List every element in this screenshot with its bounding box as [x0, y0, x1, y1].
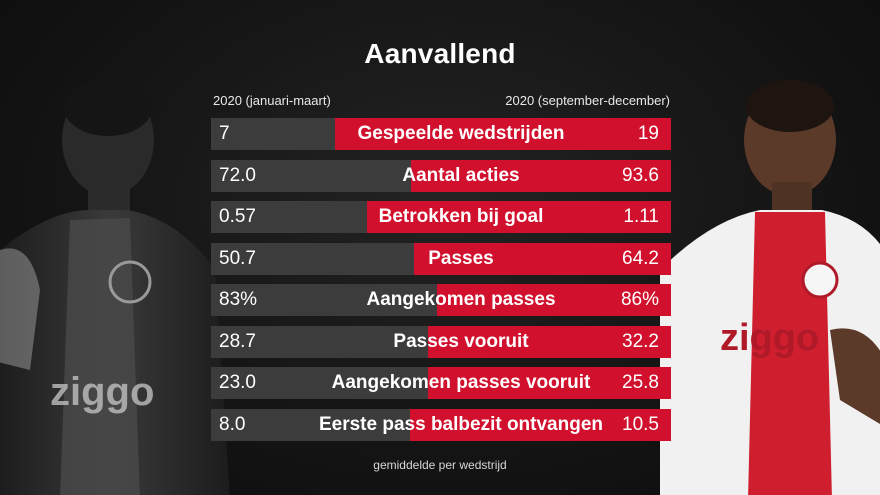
comparison-row: 50.7 Passes 64.2 — [211, 242, 671, 275]
footnote: gemiddelde per wedstrijd — [373, 458, 507, 472]
category-label: Eerste pass balbezit ontvangen — [318, 413, 604, 435]
bar-right-period — [428, 367, 671, 399]
chart-title: Aanvallend — [364, 38, 516, 69]
bar-right-period — [428, 325, 671, 358]
value-right-period: 19 — [637, 123, 659, 144]
category-label: Passes — [428, 247, 494, 269]
category-label: Aangekomen passes — [366, 289, 556, 310]
value-left-period: 28.7 — [219, 330, 256, 352]
svg-text:ziggo: ziggo — [720, 317, 819, 359]
comparison-rows: 7 Gespeelde wedstrijden 19 72.0 Aantal actie… — [211, 118, 671, 450]
category-label: Passes vooruit — [393, 330, 529, 352]
period-right-label: 2020 (september-december) — [505, 93, 670, 108]
comparison-row: 72.0 Aantal acties 93.6 — [211, 159, 671, 192]
comparison-row: 7 Gespeelde wedstrijden 19 — [211, 118, 671, 150]
bar-right-period — [411, 159, 671, 192]
value-right-period: 86% — [620, 289, 659, 310]
value-right-period: 93.6 — [622, 164, 659, 186]
comparison-row: 28.7 Passes vooruit 32.2 — [211, 325, 671, 358]
bar-right-period — [414, 242, 671, 275]
value-left-period: 7 — [219, 123, 230, 144]
value-right-period: 64.2 — [622, 247, 659, 269]
bar-right-period — [410, 408, 671, 441]
bar-right-period — [367, 201, 671, 233]
value-left-period: 8.0 — [219, 413, 246, 435]
player-left-image: ziggo — [0, 80, 230, 495]
category-label: Gespeelde wedstrijden — [357, 123, 565, 144]
value-right-period: 10.5 — [622, 413, 659, 435]
value-right-period: 1.11 — [623, 206, 659, 227]
value-right-period: 25.8 — [622, 372, 659, 393]
bar-right-period — [335, 118, 671, 150]
svg-text:ziggo: ziggo — [50, 370, 154, 414]
player-right-image: ziggo — [660, 80, 880, 495]
category-label: Aangekomen passes vooruit — [331, 372, 591, 393]
value-left-period: 72.0 — [219, 164, 256, 186]
comparison-row: 23.0 Aangekomen passes vooruit 25.8 — [211, 367, 671, 399]
value-left-period: 83% — [219, 289, 258, 310]
comparison-row: 0.57 Betrokken bij goal 1.11 — [211, 201, 671, 233]
period-left-label: 2020 (januari-maart) — [213, 93, 331, 108]
value-right-period: 32.2 — [622, 330, 659, 352]
value-left-period: 0.57 — [219, 206, 256, 227]
category-label: Betrokken bij goal — [378, 206, 544, 227]
comparison-row: 8.0 Eerste pass balbezit ontvangen 10.5 — [211, 408, 671, 441]
category-label: Aantal acties — [402, 164, 520, 186]
bar-right-period — [437, 284, 671, 316]
comparison-row: 83% Aangekomen passes 86% — [211, 284, 671, 316]
value-left-period: 50.7 — [219, 247, 256, 269]
value-left-period: 23.0 — [219, 372, 256, 393]
